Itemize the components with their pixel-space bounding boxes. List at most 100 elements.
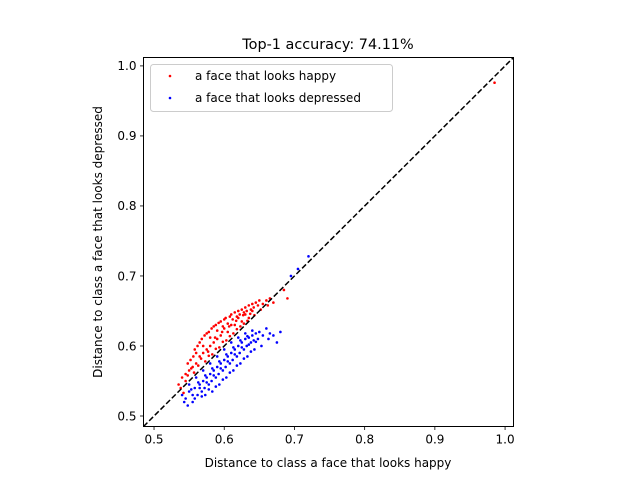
data-point bbox=[182, 391, 185, 395]
data-point bbox=[217, 321, 220, 325]
data-point bbox=[232, 346, 235, 349]
data-point bbox=[207, 383, 211, 386]
data-point bbox=[229, 323, 233, 327]
data-point bbox=[248, 312, 252, 316]
data-point bbox=[252, 339, 256, 342]
data-point bbox=[215, 329, 219, 332]
data-point bbox=[191, 393, 194, 397]
data-point bbox=[187, 383, 191, 386]
y-tick-label: 0.9 bbox=[117, 129, 136, 143]
data-point bbox=[238, 313, 241, 316]
data-point bbox=[186, 404, 190, 407]
data-point bbox=[240, 320, 244, 323]
data-point bbox=[242, 357, 246, 360]
legend-marker-depressed bbox=[168, 96, 172, 100]
data-point bbox=[254, 301, 258, 304]
data-point bbox=[222, 358, 226, 362]
data-point bbox=[265, 327, 268, 330]
data-point bbox=[203, 374, 207, 377]
data-point bbox=[192, 371, 196, 374]
data-point bbox=[214, 323, 218, 327]
data-point bbox=[191, 400, 194, 404]
data-point bbox=[229, 313, 233, 316]
data-point bbox=[224, 365, 227, 369]
data-point bbox=[186, 374, 190, 377]
data-point bbox=[201, 351, 205, 355]
data-point bbox=[200, 337, 204, 341]
data-point bbox=[203, 360, 207, 363]
data-point bbox=[196, 393, 199, 397]
data-point bbox=[240, 308, 244, 311]
data-point bbox=[207, 330, 211, 334]
data-point bbox=[239, 325, 242, 328]
data-point bbox=[214, 385, 218, 388]
y-tick-label: 0.6 bbox=[117, 339, 136, 353]
data-point bbox=[493, 81, 496, 85]
data-point bbox=[233, 311, 237, 314]
chart-title: Top-1 accuracy: 74.11% bbox=[241, 37, 413, 53]
diagonal-reference-line bbox=[142, 56, 515, 428]
data-point bbox=[187, 390, 191, 393]
data-point bbox=[240, 341, 244, 344]
data-point bbox=[201, 344, 205, 348]
data-point bbox=[245, 309, 249, 313]
y-tick-label: 0.7 bbox=[117, 269, 136, 283]
data-point bbox=[189, 388, 193, 391]
data-point bbox=[249, 341, 253, 344]
data-point bbox=[229, 351, 233, 355]
data-point bbox=[220, 330, 224, 334]
data-point bbox=[203, 334, 206, 337]
data-point bbox=[229, 341, 233, 344]
data-point bbox=[261, 334, 265, 337]
data-point bbox=[212, 341, 216, 344]
data-point bbox=[238, 351, 241, 355]
data-point bbox=[247, 343, 251, 346]
data-point bbox=[240, 346, 244, 349]
data-point bbox=[211, 390, 214, 393]
data-point bbox=[228, 371, 232, 374]
data-point bbox=[217, 372, 220, 376]
legend-box bbox=[150, 64, 393, 112]
x-tick-label: 0.5 bbox=[144, 433, 163, 447]
data-point bbox=[267, 337, 270, 341]
data-point bbox=[247, 316, 251, 320]
data-point bbox=[226, 322, 230, 325]
data-point bbox=[224, 316, 227, 320]
data-point bbox=[193, 397, 197, 400]
x-tick-label: 0.8 bbox=[355, 433, 374, 447]
x-tick-label: 0.9 bbox=[425, 433, 444, 447]
data-point bbox=[208, 336, 212, 339]
data-point bbox=[231, 318, 234, 321]
data-point bbox=[194, 376, 198, 379]
data-point bbox=[212, 325, 216, 328]
data-point bbox=[184, 379, 187, 383]
x-tick-label: 0.6 bbox=[215, 433, 234, 447]
data-point bbox=[244, 332, 247, 335]
data-point bbox=[232, 369, 235, 372]
data-point bbox=[201, 379, 205, 383]
data-point bbox=[198, 341, 201, 344]
data-point bbox=[226, 355, 230, 358]
data-point bbox=[254, 332, 258, 335]
data-point bbox=[207, 388, 211, 391]
data-point bbox=[184, 397, 187, 400]
data-point bbox=[231, 358, 234, 362]
data-point bbox=[207, 354, 211, 358]
data-point bbox=[192, 355, 195, 358]
data-point bbox=[272, 301, 275, 304]
legend-marker-happy bbox=[168, 74, 172, 78]
data-point bbox=[219, 334, 223, 337]
data-point bbox=[222, 327, 226, 330]
data-point bbox=[256, 304, 260, 307]
plot-frame bbox=[143, 57, 514, 427]
data-point bbox=[244, 306, 247, 309]
data-point bbox=[198, 355, 201, 358]
y-axis: 0.5 0.6 0.7 0.8 0.9 1.0 bbox=[117, 59, 144, 423]
data-point bbox=[242, 311, 246, 314]
data-point bbox=[193, 348, 197, 351]
data-point bbox=[225, 376, 228, 379]
data-point bbox=[228, 315, 232, 318]
legend: a face that looks happy a face that look… bbox=[150, 64, 393, 112]
data-point bbox=[201, 369, 205, 372]
data-point bbox=[233, 348, 237, 351]
